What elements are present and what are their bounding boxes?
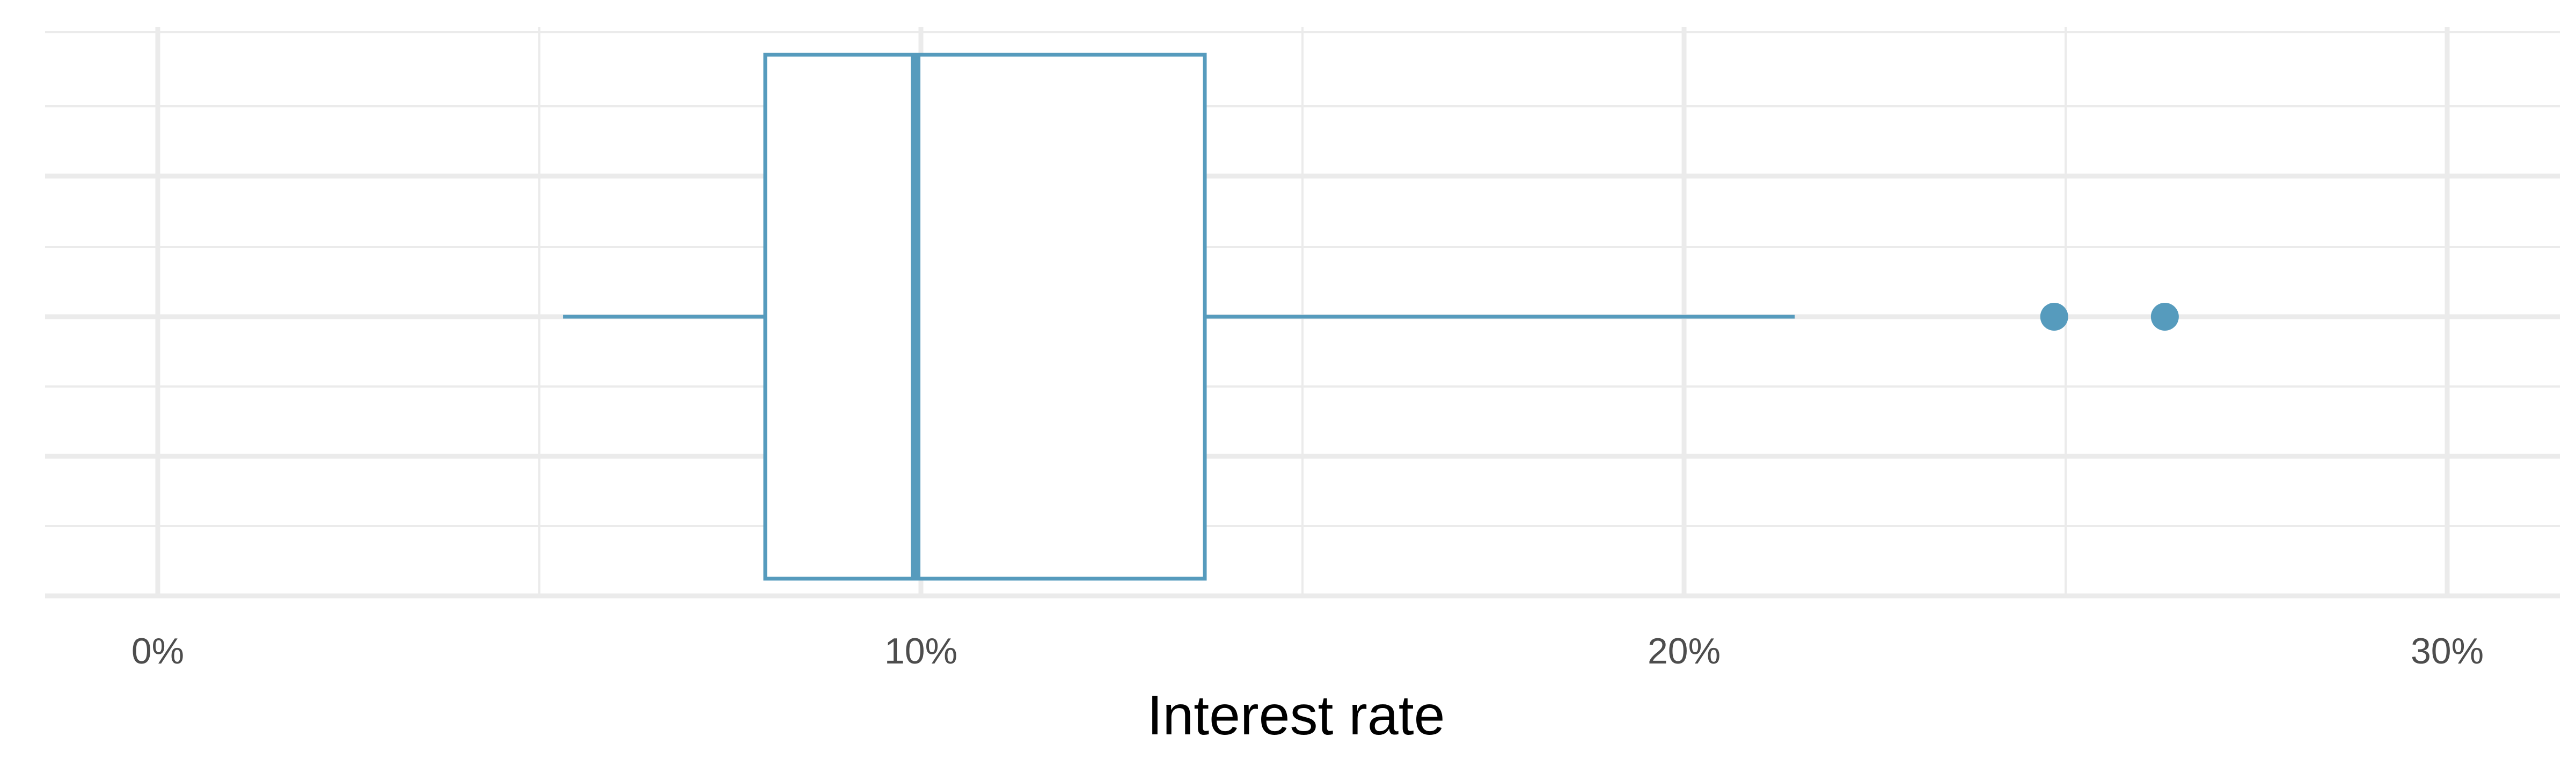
x-tick-label-20: 20% xyxy=(1648,631,1721,672)
boxplot-layer xyxy=(563,53,2179,581)
grid-layer xyxy=(45,27,2560,599)
axis-layer: 0% 10% 20% 30% xyxy=(131,631,2484,672)
x-axis-title: Interest rate xyxy=(1147,684,1445,747)
outlier-point-2 xyxy=(2150,303,2179,331)
outlier-point-1 xyxy=(2040,303,2068,331)
x-tick-label-0: 0% xyxy=(131,631,184,672)
x-tick-label-30: 30% xyxy=(2411,631,2484,672)
x-tick-label-10: 10% xyxy=(884,631,957,672)
iqr-box xyxy=(763,53,1207,581)
